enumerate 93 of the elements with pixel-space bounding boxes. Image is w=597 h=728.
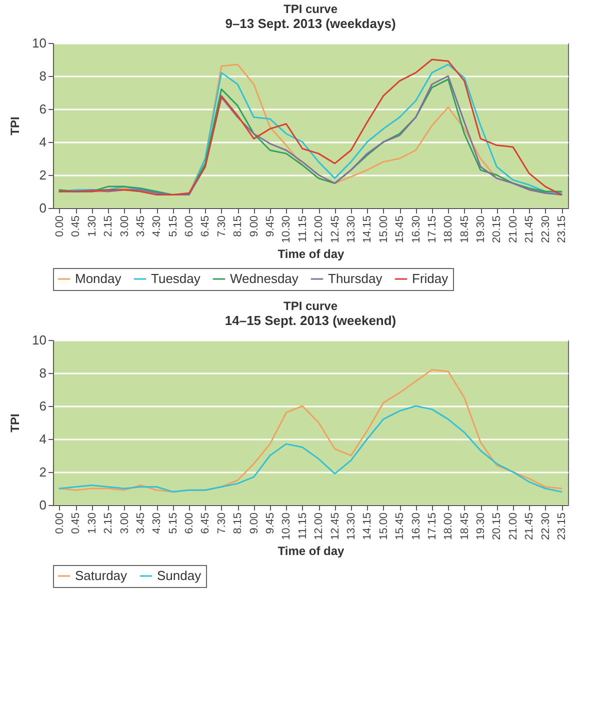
line-series xyxy=(58,405,562,493)
x-tick-label: 18.45 xyxy=(458,512,471,540)
x-tick-label: 0.00 xyxy=(54,216,66,237)
x-tick-label: 18.00 xyxy=(442,512,455,540)
x-tick-label: 21.00 xyxy=(507,512,520,540)
x-tick-label: 21.45 xyxy=(524,512,536,540)
x-tick-label: 20.15 xyxy=(491,512,504,540)
x-tick-label: 16.30 xyxy=(410,512,422,540)
x-tick-label: 11.15 xyxy=(296,512,309,540)
x-tick-label: 12.45 xyxy=(329,216,342,244)
x-tick-label: 21.45 xyxy=(524,216,536,244)
chart-subtitle: 9–13 Sept. 2013 (weekdays) xyxy=(225,16,396,31)
x-tick-label: 3.00 xyxy=(118,216,131,237)
x-tick-label: 0.45 xyxy=(70,216,82,237)
x-tick-label: 20.15 xyxy=(491,216,504,244)
legend-label: Sunday xyxy=(157,568,202,583)
x-tick-label: 6.45 xyxy=(200,512,212,534)
x-tick-label: 2.15 xyxy=(102,512,115,534)
line-series xyxy=(58,368,562,493)
y-tick-label: 2 xyxy=(39,464,46,480)
y-tick-label: 8 xyxy=(39,366,46,380)
x-tick-label: 15.00 xyxy=(378,216,390,244)
x-axis-title: Time of day xyxy=(278,544,345,558)
x-tick-label: 7.30 xyxy=(216,216,228,237)
x-tick-label: 1.30 xyxy=(86,216,98,237)
x-tick-label: 5.15 xyxy=(167,216,180,237)
x-tick-label: 15.45 xyxy=(394,216,406,244)
x-tick-label: 12.00 xyxy=(313,512,326,540)
x-tick-label: 3.45 xyxy=(134,512,147,534)
x-tick-label: 22.30 xyxy=(540,216,552,244)
x-tick-label: 18.00 xyxy=(442,216,455,244)
legend-label: Thursday xyxy=(328,271,383,286)
x-tick-label: 4.30 xyxy=(151,512,164,534)
x-tick-label: 19.30 xyxy=(475,512,488,540)
x-tick-label: 8.15 xyxy=(232,512,244,534)
x-tick-label: 7.30 xyxy=(216,512,228,534)
x-tick-label: 8.15 xyxy=(232,216,244,237)
x-tick-label: 6.00 xyxy=(184,216,196,237)
x-tick-label: 14.15 xyxy=(362,216,374,244)
chart-title: TPI curve xyxy=(283,2,338,16)
y-tick-label: 4 xyxy=(39,134,46,150)
x-tick-label: 0.45 xyxy=(70,512,82,534)
x-tick-label: 22.30 xyxy=(540,512,552,540)
x-tick-label: 21.00 xyxy=(507,216,520,244)
chart-title: TPI curve xyxy=(283,299,338,313)
legend-label: Monday xyxy=(75,271,122,286)
x-tick-label: 0.00 xyxy=(54,512,66,534)
x-tick-label: 11.15 xyxy=(296,216,309,242)
y-tick-label: 6 xyxy=(39,398,46,414)
y-tick-label: 0 xyxy=(39,498,46,512)
x-tick-label: 1.30 xyxy=(86,512,98,534)
y-tick-label: 6 xyxy=(39,102,46,116)
x-tick-label: 10.30 xyxy=(280,512,293,540)
legend-label: Tuesday xyxy=(151,271,201,286)
x-tick-label: 13.30 xyxy=(345,512,358,540)
x-tick-label: 10.30 xyxy=(280,216,293,244)
x-tick-label: 9.45 xyxy=(264,216,277,237)
x-tick-label: 9.45 xyxy=(264,512,277,534)
chart-subtitle: 14–15 Sept. 2013 (weekend) xyxy=(224,313,396,328)
legend-label: Friday xyxy=(412,271,449,286)
y-tick-label: 10 xyxy=(32,36,46,50)
x-tick-label: 12.00 xyxy=(313,216,326,244)
x-tick-label: 9.00 xyxy=(248,216,260,237)
x-tick-label: 19.30 xyxy=(475,216,488,244)
legend-label: Saturday xyxy=(75,568,128,583)
y-axis-title: TPI xyxy=(8,116,22,136)
y-tick-label: 2 xyxy=(39,168,46,182)
x-tick-label: 6.45 xyxy=(200,216,212,237)
x-tick-label: 2.15 xyxy=(102,216,115,237)
x-tick-label: 17.15 xyxy=(426,512,438,540)
x-tick-label: 12.45 xyxy=(329,512,342,540)
x-tick-label: 13.30 xyxy=(345,216,358,244)
y-tick-label: 0 xyxy=(39,200,46,216)
x-tick-label: 4.30 xyxy=(151,216,164,237)
x-tick-label: 14.15 xyxy=(362,512,374,540)
x-tick-label: 9.00 xyxy=(248,512,260,534)
y-tick-label: 8 xyxy=(39,68,46,84)
x-tick-label: 15.45 xyxy=(394,512,406,540)
legend-label: Wednesday xyxy=(230,271,299,286)
x-tick-label: 18.45 xyxy=(458,216,471,244)
x-tick-label: 3.00 xyxy=(118,512,131,534)
x-tick-label: 3.45 xyxy=(134,216,147,237)
y-axis-title: TPI xyxy=(8,414,22,432)
x-tick-label: 23.15 xyxy=(556,512,568,540)
x-tick-label: 16.30 xyxy=(410,216,422,244)
y-tick-label: 4 xyxy=(39,432,46,446)
x-tick-label: 15.00 xyxy=(378,512,390,540)
x-axis-title: Time of day xyxy=(278,247,345,262)
x-tick-label: 6.00 xyxy=(184,512,196,534)
x-tick-label: 23.15 xyxy=(556,216,568,244)
x-tick-label: 5.15 xyxy=(167,512,180,534)
y-tick-label: 10 xyxy=(32,332,46,348)
x-tick-label: 17.15 xyxy=(426,216,438,244)
